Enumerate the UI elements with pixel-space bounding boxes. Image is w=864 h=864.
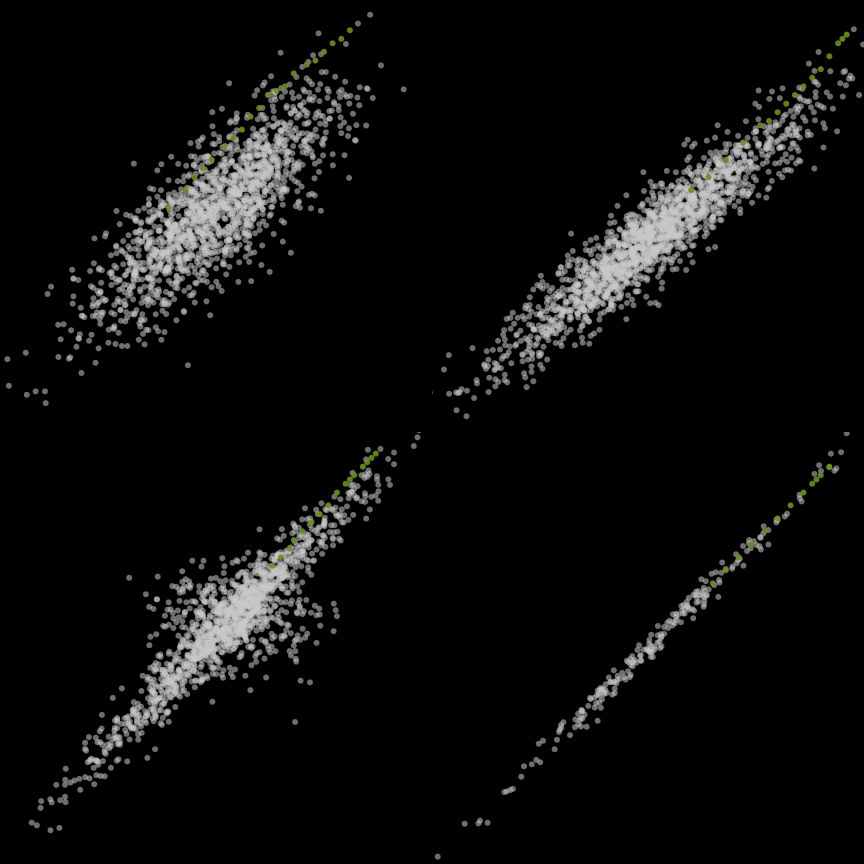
scatter-svg-bottom-right <box>432 432 864 864</box>
scatter-svg-top-right <box>432 0 864 432</box>
gray-points <box>432 26 864 419</box>
scatter-panel-top-left <box>0 0 432 432</box>
scatter-svg-bottom-left <box>0 432 432 864</box>
gray-points <box>29 432 422 833</box>
gray-points <box>4 12 406 406</box>
scatter-panel-bottom-left <box>0 432 432 864</box>
scatter-grid-figure <box>0 0 864 864</box>
scatter-panel-bottom-right <box>432 432 864 864</box>
gray-points <box>435 432 850 860</box>
scatter-panel-top-right <box>432 0 864 432</box>
scatter-svg-top-left <box>0 0 432 432</box>
